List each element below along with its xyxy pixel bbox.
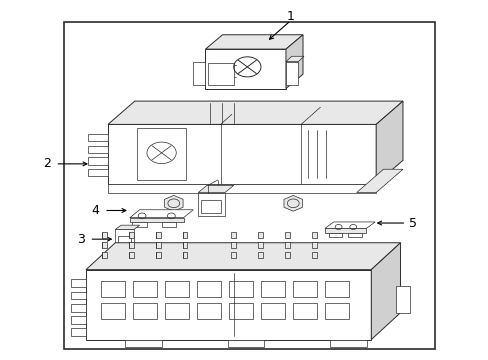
- Polygon shape: [164, 195, 183, 211]
- Polygon shape: [231, 242, 236, 248]
- Polygon shape: [86, 270, 370, 339]
- Polygon shape: [115, 225, 140, 229]
- Bar: [228, 303, 252, 319]
- Bar: [132, 303, 156, 319]
- Polygon shape: [205, 49, 285, 89]
- Polygon shape: [285, 232, 289, 238]
- Polygon shape: [182, 242, 187, 248]
- Polygon shape: [88, 145, 108, 153]
- Polygon shape: [117, 248, 122, 255]
- Polygon shape: [156, 242, 160, 248]
- Polygon shape: [193, 62, 205, 85]
- Polygon shape: [285, 62, 298, 85]
- Bar: [207, 63, 233, 85]
- Polygon shape: [132, 222, 147, 226]
- Polygon shape: [325, 228, 366, 233]
- Polygon shape: [71, 328, 86, 336]
- Polygon shape: [285, 35, 303, 89]
- Polygon shape: [231, 232, 236, 238]
- Polygon shape: [347, 233, 361, 237]
- Polygon shape: [161, 222, 176, 226]
- Polygon shape: [231, 252, 236, 258]
- Bar: [324, 281, 348, 297]
- Bar: [260, 281, 284, 297]
- Polygon shape: [182, 232, 187, 238]
- Text: 4: 4: [92, 204, 100, 217]
- Text: 3: 3: [77, 233, 85, 246]
- Bar: [292, 281, 316, 297]
- Polygon shape: [258, 242, 263, 248]
- Polygon shape: [129, 252, 134, 258]
- Polygon shape: [126, 248, 132, 255]
- Polygon shape: [125, 339, 161, 347]
- Polygon shape: [129, 242, 134, 248]
- Polygon shape: [375, 101, 402, 184]
- Polygon shape: [198, 193, 224, 216]
- Bar: [118, 235, 131, 244]
- Polygon shape: [285, 56, 304, 62]
- Bar: [228, 281, 252, 297]
- Polygon shape: [130, 218, 183, 222]
- Polygon shape: [227, 339, 264, 347]
- Bar: [196, 281, 220, 297]
- Polygon shape: [108, 184, 375, 193]
- Polygon shape: [71, 279, 86, 287]
- Bar: [164, 281, 188, 297]
- Text: 1: 1: [286, 10, 294, 23]
- Polygon shape: [284, 195, 302, 211]
- Polygon shape: [258, 232, 263, 238]
- Polygon shape: [285, 242, 289, 248]
- Polygon shape: [115, 229, 134, 248]
- Polygon shape: [88, 134, 108, 141]
- Polygon shape: [395, 286, 409, 313]
- Polygon shape: [130, 210, 193, 218]
- Polygon shape: [108, 125, 375, 184]
- Polygon shape: [71, 316, 86, 324]
- Polygon shape: [311, 242, 316, 248]
- Bar: [324, 303, 348, 319]
- Bar: [137, 128, 185, 180]
- Polygon shape: [328, 233, 341, 237]
- Polygon shape: [71, 304, 86, 312]
- Polygon shape: [311, 232, 316, 238]
- Bar: [101, 303, 124, 319]
- Polygon shape: [88, 157, 108, 165]
- Bar: [196, 303, 220, 319]
- Polygon shape: [108, 101, 402, 125]
- Bar: [201, 201, 220, 213]
- Polygon shape: [325, 222, 374, 228]
- Bar: [164, 303, 188, 319]
- Polygon shape: [88, 169, 108, 176]
- Polygon shape: [198, 185, 233, 193]
- Text: 2: 2: [43, 157, 51, 170]
- Polygon shape: [205, 35, 303, 49]
- Polygon shape: [86, 243, 400, 270]
- Bar: [64, 22, 434, 348]
- Bar: [292, 303, 316, 319]
- Bar: [132, 281, 156, 297]
- Polygon shape: [311, 252, 316, 258]
- Text: 5: 5: [408, 216, 416, 230]
- Polygon shape: [370, 243, 400, 339]
- Bar: [260, 303, 284, 319]
- Polygon shape: [102, 232, 107, 238]
- Polygon shape: [71, 292, 86, 300]
- Polygon shape: [129, 232, 134, 238]
- Polygon shape: [102, 242, 107, 248]
- Polygon shape: [258, 252, 263, 258]
- Polygon shape: [330, 339, 366, 347]
- Polygon shape: [156, 252, 160, 258]
- Polygon shape: [156, 232, 160, 238]
- Polygon shape: [102, 252, 107, 258]
- Polygon shape: [356, 169, 402, 193]
- Bar: [101, 281, 124, 297]
- Polygon shape: [182, 252, 187, 258]
- Polygon shape: [285, 252, 289, 258]
